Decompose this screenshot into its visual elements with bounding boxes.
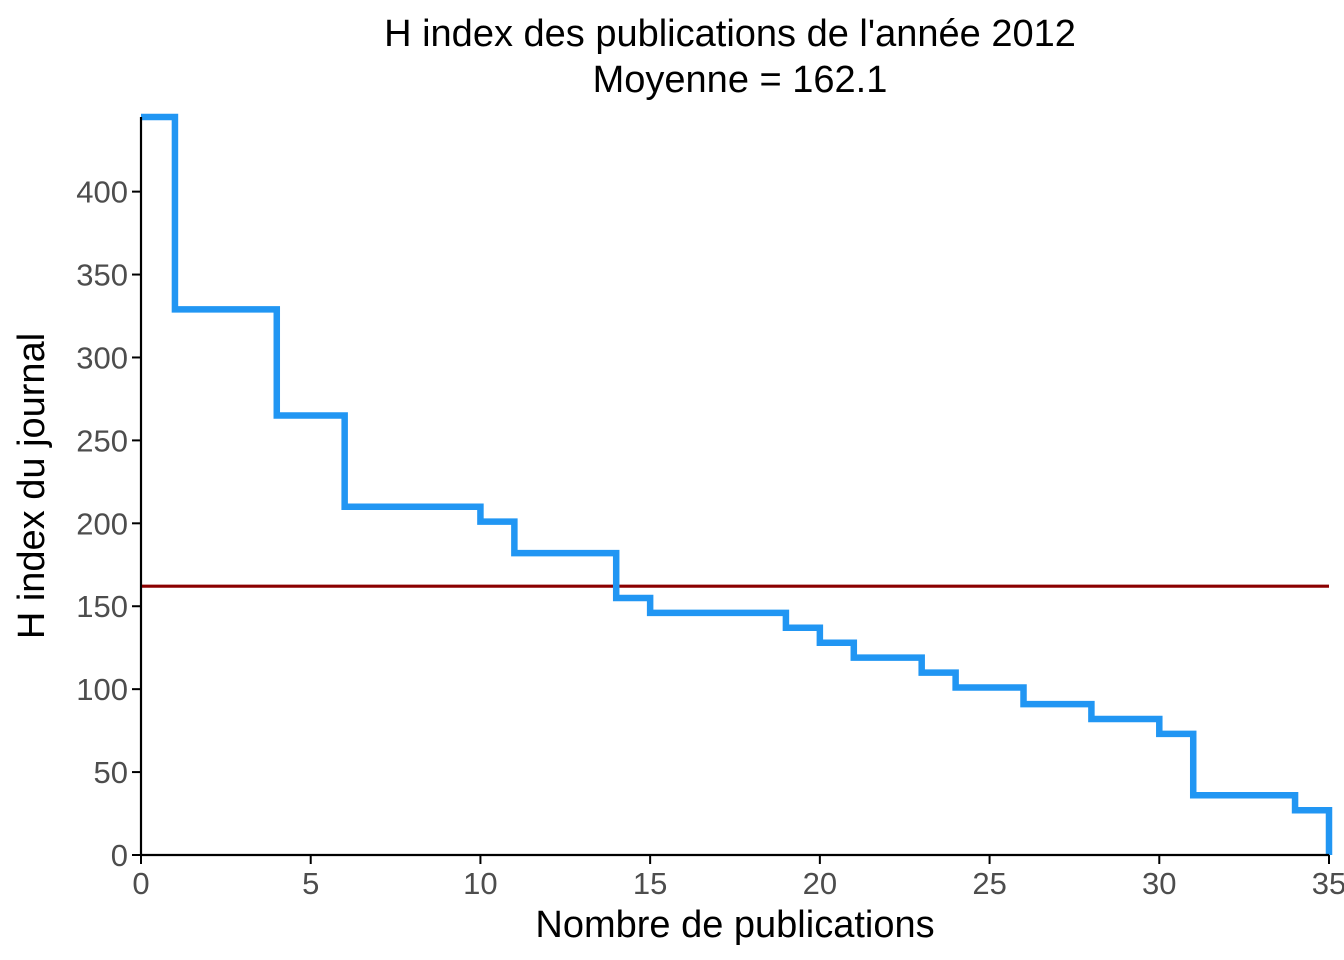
x-tick-label: 20: [803, 866, 837, 901]
step-series-group: [141, 113, 1333, 855]
chart-title: H index des publications de l'année 2012: [384, 13, 1076, 55]
x-tick-label: 0: [132, 866, 149, 901]
y-tick-label: 50: [94, 755, 128, 790]
x-tick-label: 5: [302, 866, 319, 901]
y-ticks: 0 50 100 150 200 250 300 350 400: [76, 175, 141, 873]
y-tick-label: 400: [76, 175, 128, 210]
y-axis-label: H index du journal: [11, 333, 53, 639]
y-tick-label: 300: [76, 340, 128, 375]
x-tick-label: 30: [1142, 866, 1176, 901]
step-series-line: [141, 113, 1333, 855]
y-tick-label: 200: [76, 506, 128, 541]
x-tick-label: 35: [1312, 866, 1344, 901]
x-axis-label: Nombre de publications: [535, 904, 934, 946]
y-tick-label: 250: [76, 423, 128, 458]
chart-subtitle: Moyenne = 162.1: [593, 59, 888, 101]
x-tick-label: 15: [633, 866, 667, 901]
y-tick-label: 100: [76, 672, 128, 707]
y-tick-label: 350: [76, 258, 128, 293]
y-tick-label: 0: [111, 838, 128, 873]
x-tick-label: 10: [463, 866, 497, 901]
x-ticks: 0 5 10 15 20 25 30 35: [132, 855, 1344, 901]
x-tick-label: 25: [972, 866, 1006, 901]
y-tick-label: 150: [76, 589, 128, 624]
